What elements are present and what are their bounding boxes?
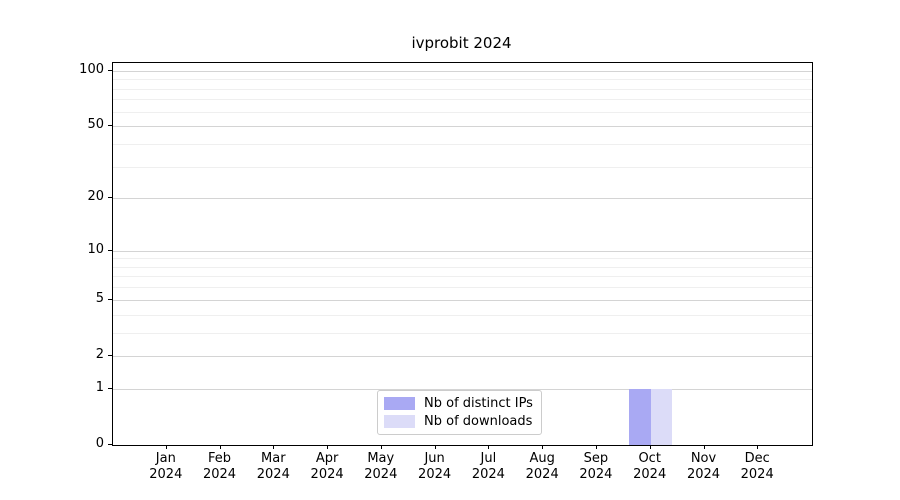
gridline-minor — [113, 266, 812, 268]
legend-item-downloads: Nb of downloads — [384, 414, 533, 429]
gridline-minor — [113, 88, 812, 90]
legend-swatch-downloads-icon — [384, 415, 415, 428]
legend-label-downloads: Nb of downloads — [424, 414, 533, 429]
x-tick-label: Apr 2024 — [310, 451, 344, 482]
x-tick-label: Jun 2024 — [418, 451, 452, 482]
gridline-minor — [113, 166, 812, 168]
y-tick-mark — [108, 125, 112, 127]
gridline-minor — [113, 276, 812, 278]
y-tick-mark — [108, 444, 112, 445]
x-tick-label: Jul 2024 — [471, 451, 505, 482]
x-tick-mark — [219, 445, 221, 449]
gridline-minor — [113, 111, 812, 113]
x-tick-label: Dec 2024 — [740, 451, 774, 482]
gridline-major — [113, 126, 812, 128]
y-tick-label: 0 — [95, 436, 104, 451]
plot-area — [112, 62, 813, 446]
gridline-minor — [113, 79, 812, 81]
chart-title: ivprobit 2024 — [411, 34, 512, 52]
y-tick-mark — [108, 387, 112, 389]
x-tick-mark — [595, 445, 597, 449]
gridline-minor — [113, 258, 812, 260]
x-tick-label: Jan 2024 — [149, 451, 183, 482]
x-tick-mark — [380, 445, 382, 449]
gridline-major — [113, 250, 812, 252]
gridline-minor — [113, 314, 812, 316]
y-tick-label: 1 — [95, 379, 104, 395]
x-tick-label: Aug 2024 — [525, 451, 559, 482]
gridline-major — [113, 70, 812, 72]
x-tick-label: Feb 2024 — [202, 451, 237, 482]
x-tick-label: Mar 2024 — [256, 451, 290, 482]
x-tick-mark — [757, 445, 759, 449]
x-tick-mark — [165, 445, 167, 449]
x-tick-mark — [488, 445, 490, 449]
gridline-minor — [113, 143, 812, 145]
legend-swatch-distinct-ips-icon — [384, 397, 415, 410]
gridline-major — [113, 388, 812, 390]
x-tick-mark — [542, 445, 544, 449]
y-tick-label: 50 — [87, 117, 104, 133]
x-tick-label: May 2024 — [364, 451, 398, 482]
gridline-minor — [113, 332, 812, 334]
y-tick-mark — [108, 249, 112, 251]
y-tick-label: 10 — [87, 241, 104, 257]
x-tick-mark — [649, 445, 651, 449]
gridline-major — [113, 299, 812, 301]
x-tick-mark — [703, 445, 705, 449]
y-tick-mark — [108, 298, 112, 300]
gridline-major — [113, 355, 812, 357]
gridline-minor — [113, 99, 812, 101]
y-tick-label: 20 — [87, 189, 104, 205]
bar-distinct-ips — [629, 388, 651, 445]
gridline-minor — [113, 287, 812, 289]
x-tick-mark — [273, 445, 275, 449]
y-tick-mark — [108, 69, 112, 71]
y-tick-label: 100 — [79, 61, 104, 77]
x-tick-mark — [434, 445, 436, 449]
x-tick-label: Nov 2024 — [686, 451, 721, 482]
y-tick-mark — [108, 354, 112, 356]
legend-label-distinct-ips: Nb of distinct IPs — [424, 396, 533, 411]
y-tick-label: 5 — [95, 290, 104, 306]
x-tick-mark — [327, 445, 329, 449]
y-tick-mark — [108, 197, 112, 199]
x-tick-label: Sep 2024 — [579, 451, 613, 482]
y-tick-label: 2 — [95, 346, 104, 362]
bar-downloads — [650, 388, 673, 445]
legend: Nb of distinct IPs Nb of downloads — [377, 390, 542, 435]
gridline-major — [113, 198, 812, 200]
legend-item-distinct-ips: Nb of distinct IPs — [384, 396, 533, 411]
x-tick-label: Oct 2024 — [633, 451, 667, 482]
